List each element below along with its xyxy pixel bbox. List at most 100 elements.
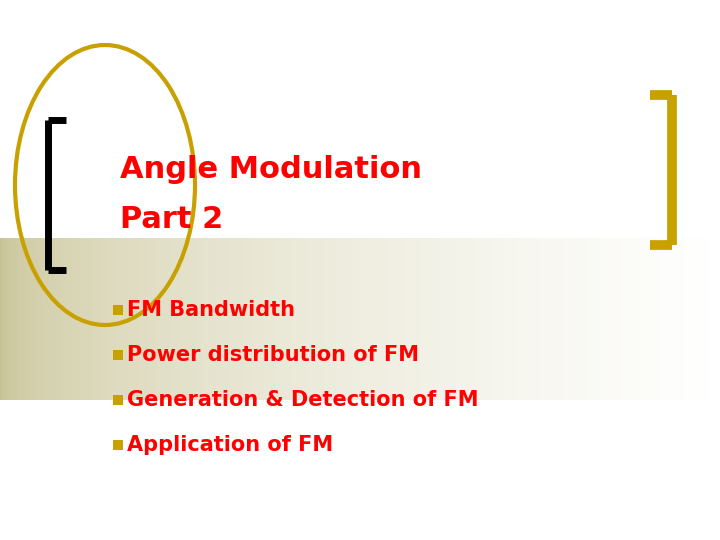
Bar xyxy=(113,238,115,400)
Bar xyxy=(79,238,81,400)
Bar xyxy=(362,238,365,400)
Bar xyxy=(639,238,641,400)
Bar xyxy=(425,238,427,400)
Bar xyxy=(110,238,113,400)
Bar xyxy=(423,238,425,400)
Bar xyxy=(641,238,643,400)
Bar xyxy=(341,238,343,400)
Bar xyxy=(665,238,667,400)
Bar xyxy=(377,238,379,400)
Bar xyxy=(247,238,250,400)
Bar xyxy=(230,238,233,400)
Bar xyxy=(473,238,475,400)
Bar xyxy=(686,238,689,400)
Text: Part 2: Part 2 xyxy=(120,206,223,234)
Bar xyxy=(689,238,691,400)
Bar xyxy=(7,238,9,400)
Bar xyxy=(662,238,665,400)
Bar xyxy=(657,238,660,400)
Bar xyxy=(528,238,531,400)
Bar xyxy=(626,238,629,400)
Bar xyxy=(698,238,701,400)
Bar xyxy=(31,238,34,400)
Bar xyxy=(499,238,502,400)
Bar xyxy=(84,238,86,400)
Bar xyxy=(58,238,60,400)
Bar xyxy=(101,238,103,400)
Bar xyxy=(163,238,166,400)
Bar xyxy=(22,238,24,400)
Bar xyxy=(449,238,451,400)
Bar xyxy=(137,238,139,400)
Bar xyxy=(245,238,247,400)
Bar xyxy=(125,238,127,400)
Bar xyxy=(144,238,146,400)
Bar xyxy=(43,238,45,400)
Bar xyxy=(209,238,211,400)
Bar xyxy=(81,238,84,400)
Bar xyxy=(605,238,607,400)
Bar xyxy=(598,238,600,400)
Bar xyxy=(338,238,341,400)
Bar xyxy=(648,238,650,400)
Bar xyxy=(250,238,252,400)
Bar xyxy=(492,238,495,400)
Bar xyxy=(312,238,315,400)
Bar xyxy=(254,238,257,400)
Bar xyxy=(127,238,130,400)
Bar xyxy=(614,238,617,400)
Bar xyxy=(650,238,653,400)
Bar xyxy=(454,238,456,400)
Bar xyxy=(439,238,441,400)
Bar xyxy=(168,238,171,400)
Bar xyxy=(679,238,682,400)
Bar xyxy=(696,238,698,400)
Bar xyxy=(487,238,490,400)
Bar xyxy=(387,238,389,400)
Bar xyxy=(50,238,53,400)
Bar xyxy=(96,238,99,400)
Bar xyxy=(391,238,394,400)
Bar xyxy=(324,238,326,400)
Bar xyxy=(175,238,178,400)
Bar xyxy=(218,238,221,400)
Bar xyxy=(693,238,696,400)
Bar xyxy=(367,238,369,400)
Bar xyxy=(590,238,593,400)
Bar xyxy=(485,238,487,400)
Bar xyxy=(211,238,214,400)
Bar xyxy=(300,238,302,400)
Bar xyxy=(315,238,317,400)
Bar xyxy=(396,238,398,400)
Bar xyxy=(477,238,480,400)
Bar xyxy=(45,238,48,400)
Bar xyxy=(607,238,610,400)
Bar xyxy=(19,238,22,400)
Bar xyxy=(576,238,578,400)
Bar xyxy=(415,238,418,400)
Bar xyxy=(610,238,612,400)
Bar xyxy=(259,238,261,400)
Bar xyxy=(672,238,675,400)
Bar xyxy=(5,238,7,400)
Bar xyxy=(113,305,123,315)
Bar xyxy=(684,238,686,400)
Bar xyxy=(538,238,540,400)
Bar xyxy=(502,238,504,400)
Bar xyxy=(243,238,245,400)
Bar xyxy=(389,238,391,400)
Bar xyxy=(703,238,706,400)
Bar xyxy=(65,238,67,400)
Bar xyxy=(701,238,703,400)
Bar xyxy=(189,238,192,400)
Bar xyxy=(511,238,513,400)
Bar xyxy=(578,238,581,400)
Bar xyxy=(480,238,482,400)
Bar xyxy=(718,238,720,400)
Bar xyxy=(398,238,401,400)
Bar xyxy=(612,238,614,400)
Bar xyxy=(564,238,567,400)
Bar xyxy=(331,238,333,400)
Bar xyxy=(552,238,554,400)
Bar xyxy=(269,238,271,400)
